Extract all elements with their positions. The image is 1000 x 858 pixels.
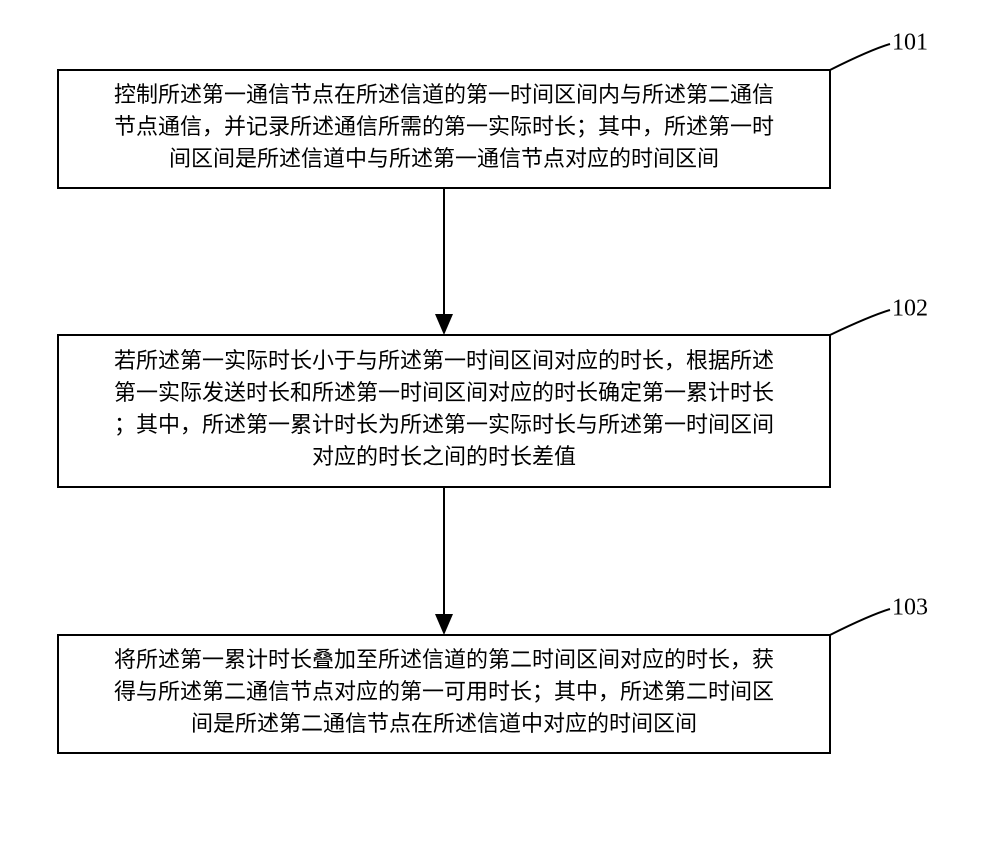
node-text-line: 间区间是所述信道中与所述第一通信节点对应的时间区间: [169, 146, 719, 171]
node-text-line: 第一实际发送时长和所述第一时间区间对应的时长确定第一累计时长: [114, 380, 774, 405]
step-number-label: 102: [892, 296, 928, 322]
flowchart-diagram: 控制所述第一通信节点在所述信道的第一时间区间内与所述第二通信节点通信，并记录所述…: [0, 0, 1000, 858]
node-text-line: 将所述第一累计时长叠加至所述信道的第二时间区间对应的时长，获: [114, 647, 774, 672]
node-text-line: 间是所述第二通信节点在所述信道中对应的时间区间: [191, 711, 697, 736]
node-text-line: 对应的时长之间的时长差值: [312, 444, 576, 469]
node-text-line: 得与所述第二通信节点对应的第一可用时长；其中，所述第二时间区: [114, 679, 774, 704]
step-number-label: 101: [892, 30, 928, 56]
flow-node-n101: 控制所述第一通信节点在所述信道的第一时间区间内与所述第二通信节点通信，并记录所述…: [58, 70, 830, 188]
node-text-line: ；其中，所述第一累计时长为所述第一实际时长与所述第一时间区间: [114, 412, 774, 437]
node-text-line: 控制所述第一通信节点在所述信道的第一时间区间内与所述第二通信: [114, 82, 774, 107]
flow-node-n102: 若所述第一实际时长小于与所述第一时间区间对应的时长，根据所述第一实际发送时长和所…: [58, 335, 830, 487]
label-leader: [830, 609, 890, 635]
label-leader: [830, 310, 890, 335]
flow-node-n103: 将所述第一累计时长叠加至所述信道的第二时间区间对应的时长，获得与所述第二通信节点…: [58, 635, 830, 753]
label-leader: [830, 44, 890, 70]
node-text-line: 若所述第一实际时长小于与所述第一时间区间对应的时长，根据所述: [114, 348, 774, 373]
arrowhead-icon: [435, 614, 453, 635]
node-text-line: 节点通信，并记录所述通信所需的第一实际时长；其中，所述第一时: [114, 114, 774, 139]
step-number-label: 103: [892, 595, 928, 621]
arrowhead-icon: [435, 314, 453, 335]
